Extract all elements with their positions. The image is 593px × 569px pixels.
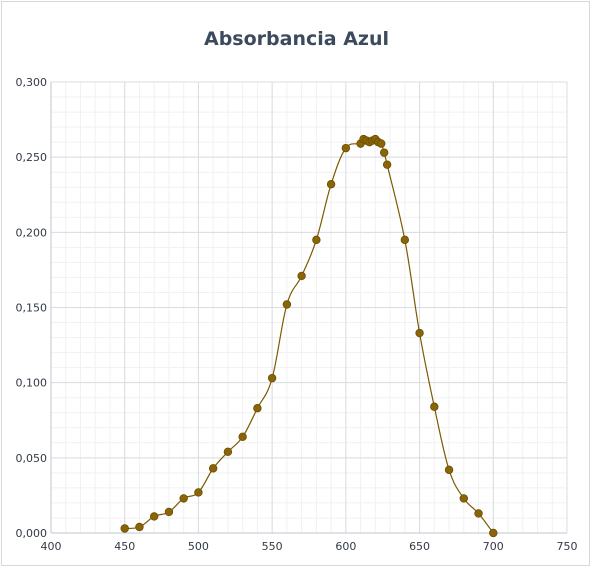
data-point	[267, 373, 277, 383]
data-point	[415, 328, 424, 338]
x-tick-labels: 400 450 500 550 600 650 700 750	[41, 540, 578, 553]
data-point	[379, 148, 389, 157]
data-point	[400, 235, 410, 245]
data-point	[149, 512, 159, 521]
x-tick-label: 550	[262, 540, 283, 553]
data-point	[430, 402, 439, 411]
x-tick-label: 500	[188, 540, 209, 553]
data-point	[312, 235, 321, 245]
x-tick-label: 400	[41, 540, 62, 553]
data-point	[382, 160, 392, 169]
x-tick-label: 450	[114, 540, 135, 553]
x-tick-label: 700	[483, 540, 504, 553]
y-tick-label: 0,050	[16, 452, 48, 465]
data-point	[377, 139, 386, 148]
series-line	[124, 138, 494, 534]
data-point	[297, 271, 306, 281]
axes	[50, 82, 567, 534]
data-point	[120, 524, 129, 533]
data-point	[474, 509, 483, 518]
y-tick-label: 0,150	[16, 302, 48, 315]
y-tick-label: 0,000	[16, 527, 48, 540]
chart-title: Absorbancia Azul	[204, 28, 389, 50]
x-tick-label: 750	[557, 540, 578, 553]
data-point	[489, 528, 498, 538]
data-point	[223, 447, 233, 457]
y-tick-labels: 0,000 0,050 0,100 0,150 0,200 0,250 0,300	[16, 76, 48, 540]
series	[120, 134, 498, 538]
x-tick-label: 600	[335, 540, 356, 553]
data-point	[459, 494, 468, 503]
data-point	[135, 522, 144, 532]
data-point	[194, 488, 203, 497]
x-tick-label: 650	[409, 540, 430, 553]
y-tick-label: 0,100	[16, 377, 48, 390]
data-point	[282, 300, 292, 309]
y-tick-label: 0,250	[16, 151, 48, 164]
data-point	[238, 432, 247, 441]
data-point	[326, 180, 336, 189]
data-point	[179, 494, 188, 503]
y-tick-label: 0,300	[16, 76, 48, 89]
major-grid	[51, 81, 568, 533]
data-point	[444, 465, 454, 475]
y-tick-label: 0,200	[16, 226, 48, 239]
data-point	[253, 404, 262, 413]
data-point	[208, 464, 218, 473]
data-point	[341, 143, 351, 153]
data-point	[164, 507, 174, 517]
